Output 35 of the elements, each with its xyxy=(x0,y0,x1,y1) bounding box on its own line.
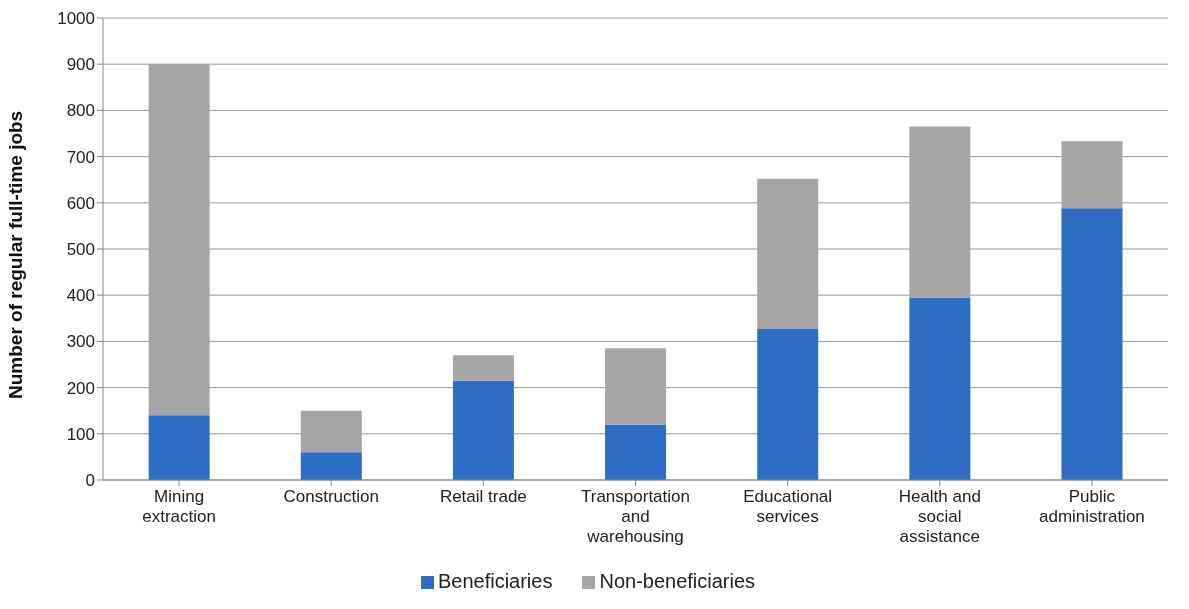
y-tick-label: 600 xyxy=(66,193,95,213)
bar xyxy=(452,380,514,480)
y-tick-label: 200 xyxy=(66,378,95,398)
y-tick-label: 400 xyxy=(66,286,95,306)
bar xyxy=(909,297,971,480)
x-tick-label: Retail trade xyxy=(439,487,527,506)
bar xyxy=(148,415,210,480)
bar xyxy=(1061,141,1123,209)
y-tick-label: 800 xyxy=(66,101,95,121)
bar xyxy=(300,410,362,453)
bar xyxy=(148,64,210,416)
x-tick-label: Transportation and warehousing xyxy=(581,487,690,546)
y-axis-title: Number of regular full-time jobs xyxy=(4,110,26,399)
y-tick-label: 900 xyxy=(66,55,95,75)
y-tick-label: 1000 xyxy=(57,9,95,29)
legend-label: Non-beneficiaries xyxy=(599,570,756,592)
bar xyxy=(757,328,819,480)
x-tick-label: Mining extraction xyxy=(142,487,216,526)
bar xyxy=(300,452,362,480)
y-tick-label: 500 xyxy=(66,240,95,260)
x-tick-label: Health and social assistance xyxy=(898,487,981,546)
bar xyxy=(605,348,667,425)
y-tick-label: 100 xyxy=(66,424,95,444)
y-tick-label: 700 xyxy=(66,147,95,167)
bar xyxy=(757,178,819,329)
bar xyxy=(1061,208,1123,480)
x-tick-label: Construction xyxy=(283,487,379,506)
bar xyxy=(909,126,971,298)
x-tick-label: Educational services xyxy=(743,487,833,526)
legend-label: Beneficiaries xyxy=(437,570,553,592)
bar xyxy=(605,424,667,480)
y-tick-label: 0 xyxy=(85,471,95,491)
y-tick-label: 300 xyxy=(66,332,95,352)
bar xyxy=(452,355,514,381)
x-tick-label: Public administration xyxy=(1039,487,1145,526)
